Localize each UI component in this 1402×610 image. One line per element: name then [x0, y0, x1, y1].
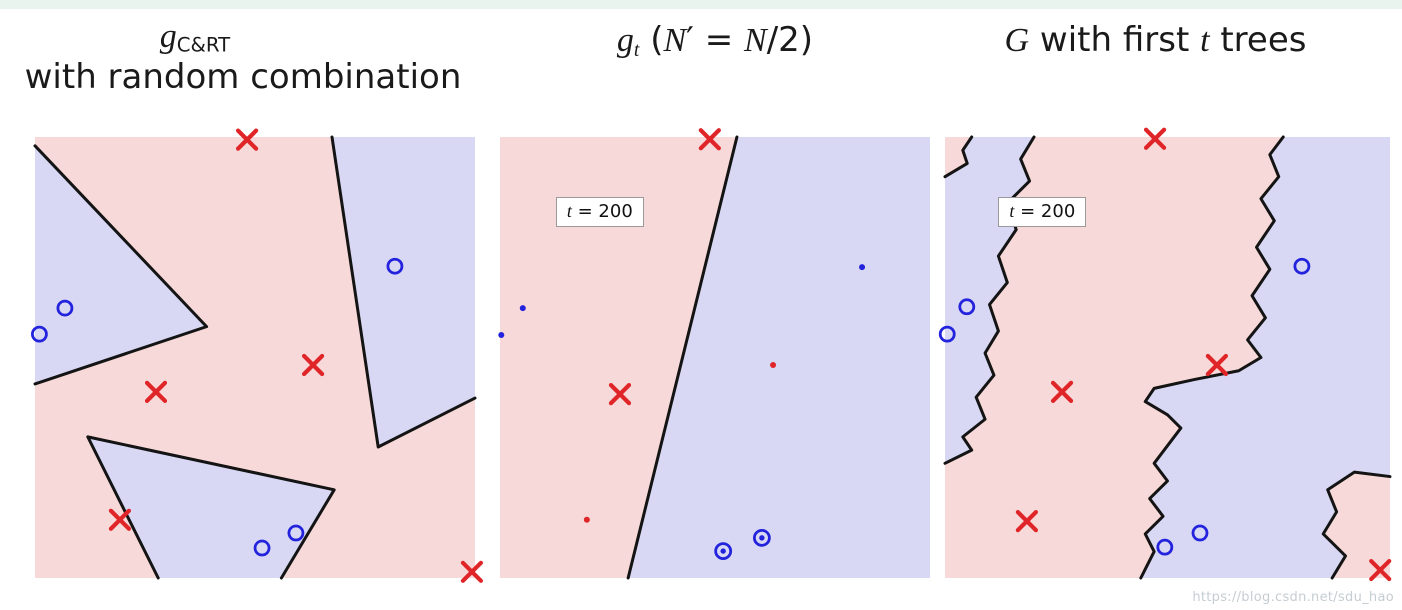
decision-boundary [1321, 470, 1392, 580]
circle-marker [287, 524, 305, 542]
x-marker [460, 560, 484, 583]
decision-boundary [1139, 135, 1285, 580]
title-segment: ( [639, 20, 664, 60]
panel-single-tree: t = 200 [498, 128, 930, 580]
watermark: https://blog.csdn.net/sdu_hao [1192, 590, 1394, 605]
title-segment: trees [1209, 20, 1307, 60]
title-segment: = [693, 20, 745, 60]
title-segment: N [663, 22, 687, 59]
decision-plot-cart [31, 128, 484, 583]
title-segment: G [1004, 22, 1030, 59]
panel-title-cart-random-combination: gC&RT with random combination [0, 16, 486, 99]
x-marker [698, 128, 721, 151]
title-segment: g [616, 22, 634, 59]
title-segment: /2) [766, 20, 814, 60]
panel-title-math-line: gt (N′ = N/2) [500, 20, 930, 62]
region-blue [1140, 137, 1390, 578]
title-segment: N [744, 22, 767, 59]
panel-title-G-first-t-trees: G with first t trees [945, 20, 1390, 61]
dot-marker [859, 264, 866, 271]
x-marker [1369, 558, 1392, 582]
x-marker [608, 383, 632, 406]
decision-boundary [33, 144, 209, 386]
iteration-badge: t = 200 [998, 196, 1087, 228]
decision-boundary [330, 135, 477, 449]
x-marker [1143, 127, 1167, 150]
decision-plot-forest [938, 127, 1392, 582]
region-pink [945, 137, 972, 177]
decision-boundary [86, 435, 336, 580]
top-strip [0, 0, 1402, 9]
circle-marker [56, 299, 74, 317]
panel-cart-random-combination [31, 128, 484, 583]
title-segment: with first [1029, 20, 1201, 60]
decision-boundary [626, 135, 739, 580]
circle-marker [958, 298, 976, 316]
dot-marker [770, 361, 777, 368]
x-marker [301, 353, 325, 377]
region-blue [35, 145, 207, 384]
title-segment: t [633, 39, 640, 62]
circle-dot-marker [714, 542, 733, 560]
title-segment: g [159, 18, 177, 55]
decision-boundary [943, 135, 1036, 465]
panel-forest-first-t-trees: t = 200 [938, 127, 1392, 582]
circle-dot-marker-center [759, 535, 765, 541]
circle-marker [253, 539, 271, 557]
region-blue [87, 436, 335, 578]
title-segment: t [1009, 200, 1015, 221]
panel-title-subtitle: with random combination [24, 57, 462, 98]
decision-boundary [943, 135, 974, 179]
circle-dot-marker [752, 528, 771, 547]
circle-marker [1156, 538, 1174, 556]
panel-title-math-line: G with first t trees [945, 20, 1366, 61]
title-segment: C&RT [176, 33, 231, 57]
iteration-badge: t = 200 [555, 196, 644, 228]
x-marker [108, 508, 132, 531]
panel-title-gt-half-data: gt (N′ = N/2) [500, 20, 930, 62]
dot-marker [519, 305, 526, 312]
x-marker [144, 380, 168, 403]
title-segment: t [1200, 22, 1210, 59]
dot-marker [498, 332, 505, 339]
region-blue [628, 137, 930, 578]
x-marker [235, 128, 259, 151]
circle-marker [386, 257, 404, 275]
circle-marker [1191, 524, 1209, 542]
circle-marker [1293, 257, 1311, 275]
title-segment: ′ [686, 20, 694, 60]
dot-marker [583, 516, 590, 523]
x-marker [1015, 510, 1038, 533]
x-marker [1050, 380, 1074, 403]
x-marker [1205, 353, 1228, 377]
circle-marker [938, 325, 956, 343]
title-segment: t [566, 200, 572, 221]
panel-title-math-line: gC&RT [0, 16, 486, 57]
circle-dot-marker-center [720, 548, 726, 554]
title-segment: = 200 [571, 200, 633, 222]
circle-marker [31, 325, 48, 343]
region-pink [1323, 472, 1390, 578]
title-segment: = 200 [1014, 200, 1076, 222]
